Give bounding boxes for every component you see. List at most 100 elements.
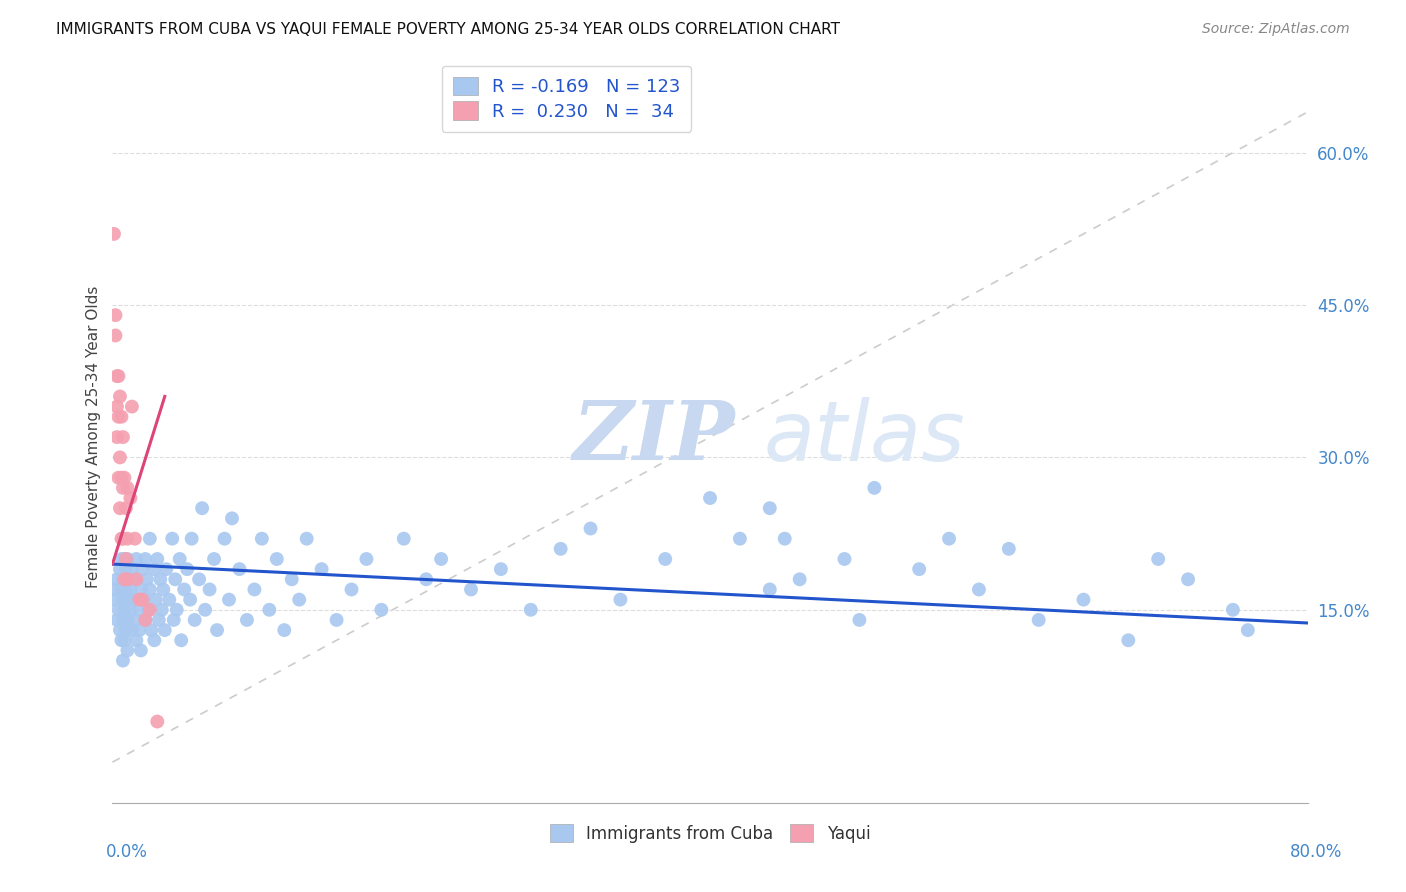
- Point: [1147, 552, 1170, 566]
- Text: 0.0%: 0.0%: [105, 843, 148, 861]
- Text: 80.0%: 80.0%: [1291, 843, 1343, 861]
- Point: [111, 430, 134, 444]
- Point: [131, 562, 153, 576]
- Point: [134, 613, 156, 627]
- Text: atlas: atlas: [763, 397, 966, 477]
- Point: [863, 481, 886, 495]
- Point: [124, 572, 146, 586]
- Point: [120, 582, 142, 597]
- Point: [115, 552, 138, 566]
- Point: [162, 532, 183, 546]
- Point: [117, 532, 139, 546]
- Point: [848, 613, 870, 627]
- Point: [125, 633, 148, 648]
- Point: [132, 592, 155, 607]
- Point: [105, 369, 128, 384]
- Point: [202, 552, 225, 566]
- Point: [105, 430, 128, 444]
- Point: [157, 592, 180, 607]
- Point: [967, 582, 990, 597]
- Point: [295, 532, 318, 546]
- Point: [124, 613, 146, 627]
- Point: [108, 623, 131, 637]
- Point: [266, 552, 288, 566]
- Point: [152, 582, 174, 597]
- Point: [273, 623, 295, 637]
- Point: [150, 603, 173, 617]
- Point: [107, 471, 129, 485]
- Point: [1237, 623, 1260, 637]
- Point: [370, 603, 392, 617]
- Point: [176, 562, 198, 576]
- Point: [356, 552, 378, 566]
- Point: [120, 603, 142, 617]
- Point: [250, 532, 273, 546]
- Point: [110, 532, 132, 546]
- Point: [489, 562, 512, 576]
- Point: [117, 481, 139, 495]
- Point: [111, 572, 134, 586]
- Point: [998, 541, 1021, 556]
- Point: [114, 633, 135, 648]
- Point: [135, 572, 157, 586]
- Point: [111, 654, 134, 668]
- Point: [214, 532, 236, 546]
- Point: [125, 572, 148, 586]
- Point: [104, 328, 127, 343]
- Point: [128, 623, 150, 637]
- Point: [392, 532, 415, 546]
- Point: [243, 582, 266, 597]
- Point: [325, 613, 347, 627]
- Point: [108, 450, 131, 465]
- Point: [311, 562, 333, 576]
- Point: [110, 471, 132, 485]
- Point: [1028, 613, 1050, 627]
- Point: [122, 592, 145, 607]
- Point: [117, 572, 139, 586]
- Point: [117, 613, 139, 627]
- Point: [107, 409, 129, 424]
- Point: [115, 501, 138, 516]
- Point: [170, 633, 193, 648]
- Point: [134, 552, 156, 566]
- Point: [728, 532, 751, 546]
- Point: [110, 633, 132, 648]
- Point: [107, 369, 129, 384]
- Point: [129, 643, 152, 657]
- Point: [121, 562, 143, 576]
- Point: [146, 552, 169, 566]
- Point: [105, 572, 128, 586]
- Point: [129, 582, 152, 597]
- Text: ZIP: ZIP: [572, 397, 735, 477]
- Text: IMMIGRANTS FROM CUBA VS YAQUI FEMALE POVERTY AMONG 25-34 YEAR OLDS CORRELATION C: IMMIGRANTS FROM CUBA VS YAQUI FEMALE POV…: [56, 22, 841, 37]
- Point: [121, 400, 143, 414]
- Point: [149, 572, 172, 586]
- Point: [146, 714, 169, 729]
- Point: [121, 623, 143, 637]
- Point: [699, 491, 721, 505]
- Point: [460, 582, 482, 597]
- Point: [609, 592, 631, 607]
- Point: [143, 562, 166, 576]
- Point: [141, 623, 163, 637]
- Point: [114, 552, 135, 566]
- Point: [579, 521, 602, 535]
- Point: [759, 582, 782, 597]
- Point: [108, 562, 131, 576]
- Point: [138, 603, 160, 617]
- Point: [117, 572, 139, 586]
- Point: [550, 541, 572, 556]
- Point: [179, 592, 201, 607]
- Point: [1222, 603, 1244, 617]
- Point: [134, 613, 156, 627]
- Point: [139, 582, 162, 597]
- Point: [415, 572, 437, 586]
- Point: [115, 623, 138, 637]
- Point: [198, 582, 221, 597]
- Point: [108, 389, 131, 403]
- Point: [117, 552, 139, 566]
- Point: [228, 562, 250, 576]
- Point: [128, 603, 150, 617]
- Point: [163, 613, 186, 627]
- Point: [191, 501, 214, 516]
